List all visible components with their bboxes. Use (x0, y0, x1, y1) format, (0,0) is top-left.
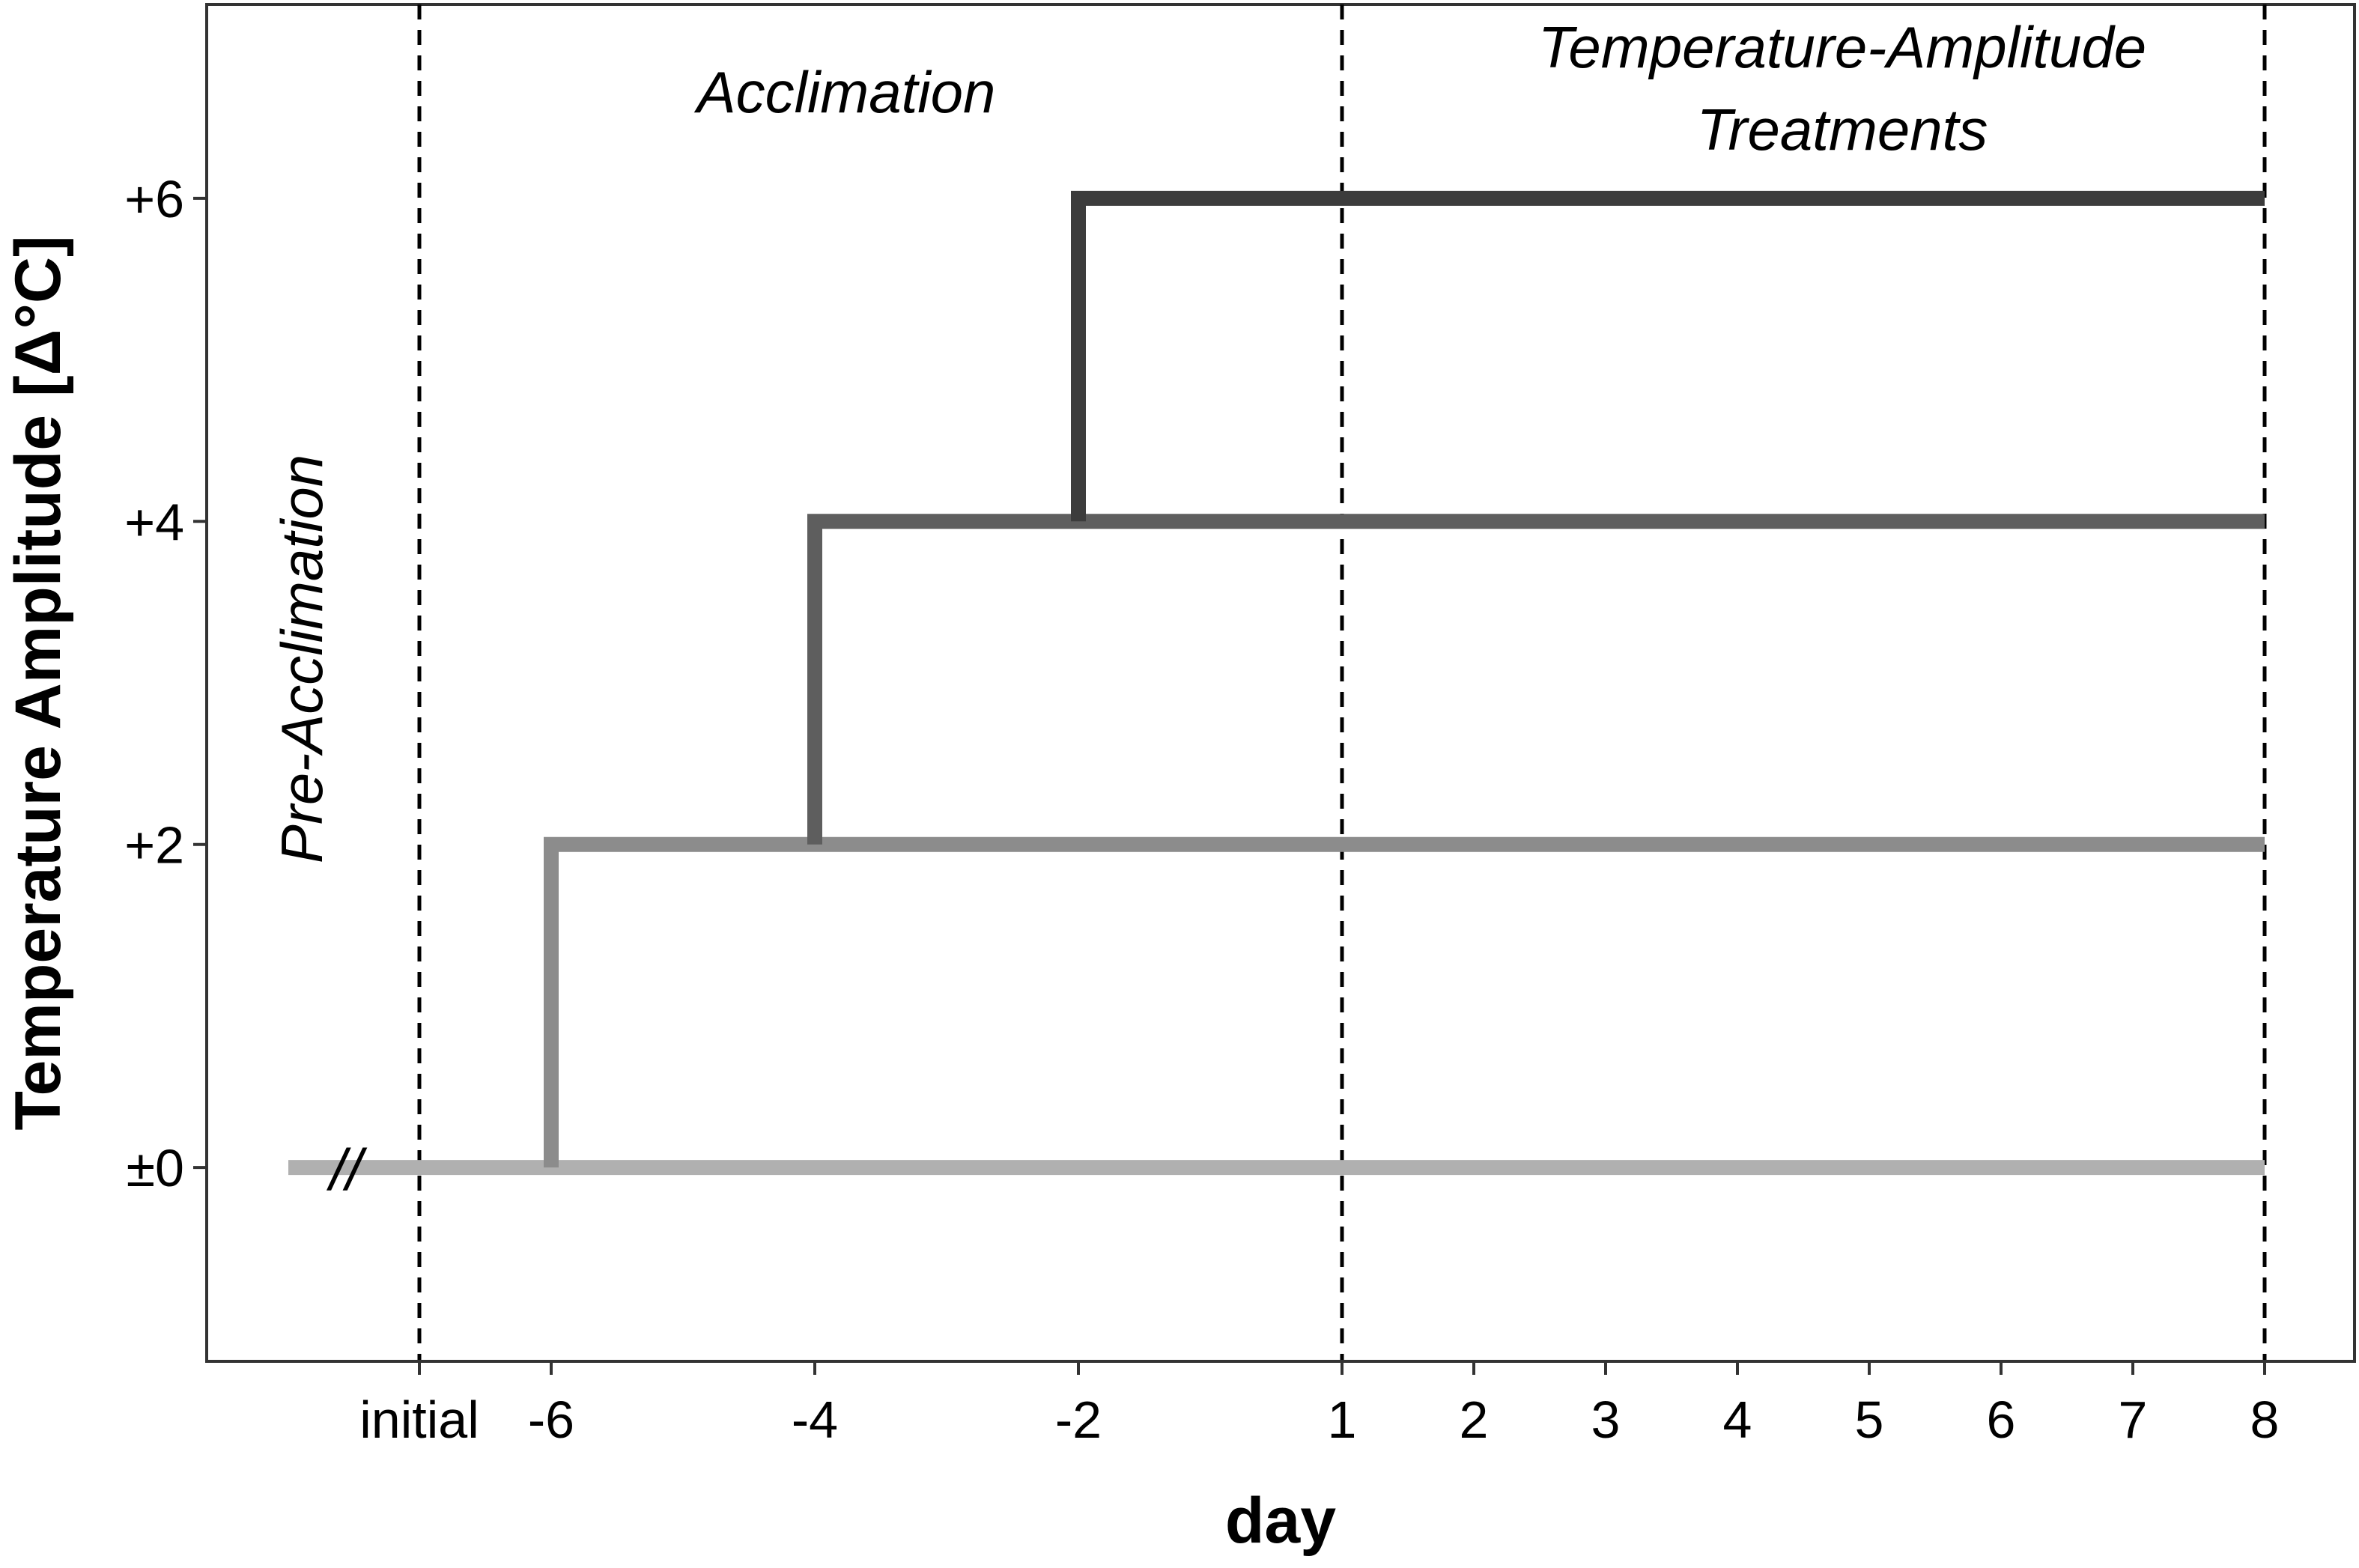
y-tick-label: +2 (124, 816, 184, 875)
x-tick-label: -4 (792, 1391, 838, 1449)
x-tick-label: 7 (2119, 1391, 2148, 1449)
phase-label-line: Acclimation (694, 59, 996, 125)
x-tick-label: 6 (1987, 1391, 2016, 1449)
y-axis-title: Temperature Amplitude [Δ°C] (2, 235, 74, 1130)
series-layer (288, 190, 2265, 1176)
axis-break-marker: // (326, 1137, 368, 1203)
x-tick-label: 1 (1328, 1391, 1357, 1449)
y-axis: ±0 +2 +4 +6 (124, 170, 207, 1197)
x-tick-label: 8 (2250, 1391, 2280, 1449)
phase-label-line: Temperature-Amplitude (1538, 14, 2146, 80)
x-tick-label: initial (359, 1391, 479, 1449)
series-line-2 (807, 514, 2265, 845)
x-tick-label: -2 (1055, 1391, 1102, 1449)
phase-annotations: // Pre-Acclimation Acclimation Temperature-… (269, 14, 2146, 1203)
x-tick-label: 5 (1855, 1391, 1884, 1449)
phase-label-2: Temperature-Amplitude Treatments (1538, 14, 2146, 162)
series-line-3 (1071, 190, 2265, 522)
x-tick-label: 4 (1723, 1391, 1752, 1449)
x-axis-title: day (1225, 1485, 1336, 1557)
x-axis: initial -6 -4 -2 1 2 3 4 5 6 7 8 (207, 1360, 2355, 1449)
phase-boundaries (417, 4, 2267, 1361)
x-tick-label: -6 (528, 1391, 574, 1449)
phase-label-0: Pre-Acclimation (269, 455, 335, 863)
plot-panel-border (205, 3, 2356, 1363)
y-tick-label: +6 (124, 170, 184, 228)
series-line-1 (544, 836, 2265, 1168)
y-tick-label: +4 (124, 493, 184, 551)
x-tick-label: 2 (1460, 1391, 1489, 1449)
phase-label-1: Acclimation (694, 59, 996, 125)
phase-label-line: Treatments (1697, 97, 1988, 162)
x-tick-label: 3 (1591, 1391, 1621, 1449)
y-tick-label: ±0 (127, 1139, 184, 1197)
